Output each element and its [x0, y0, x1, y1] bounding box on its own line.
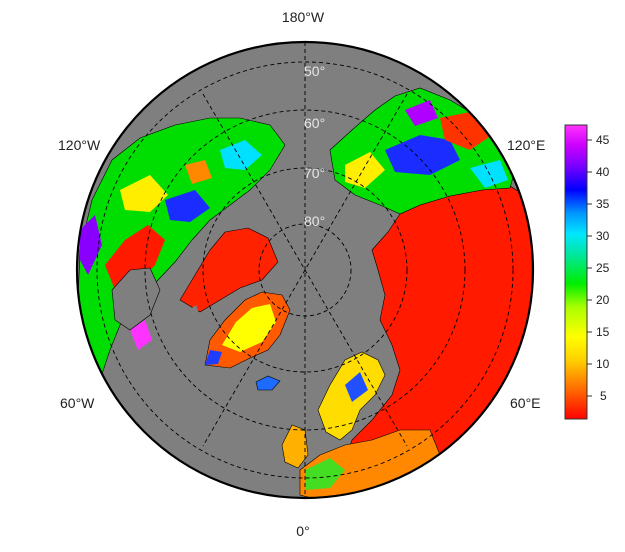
land-na-patch-orange	[185, 160, 212, 184]
lon-label-120e: 120°E	[507, 137, 545, 153]
map-rim	[75, 40, 535, 500]
parallel-60	[144, 109, 466, 431]
cb-label: 25	[596, 261, 610, 275]
cb-label: 40	[596, 165, 610, 179]
lon-label-0: 0°	[296, 523, 309, 539]
land-na-patch-cyan	[220, 140, 262, 170]
lat-label-80: 80°	[304, 213, 325, 229]
lat-label-50: 50°	[304, 63, 325, 79]
land-europe-patch-green	[305, 458, 345, 490]
cb-label: 35	[596, 197, 610, 211]
graticule	[96, 42, 514, 498]
land-na-patch-blue	[165, 190, 210, 222]
land-na-patch-yellow	[120, 175, 168, 212]
lat-label-70: 70°	[304, 165, 325, 181]
cb-label: 15	[596, 325, 610, 339]
lon-label-60w: 60°W	[60, 395, 95, 411]
latitude-labels: 50° 60° 70° 80°	[304, 63, 325, 229]
land-na-patch-purple	[80, 215, 102, 275]
land-greenland-edge-blue	[205, 350, 222, 365]
lon-label-60e: 60°E	[510, 395, 541, 411]
colorbar-labels: 45 40 35 30 25 20 15 10 5	[596, 133, 610, 403]
cb-label: 5	[600, 389, 607, 403]
cb-label: 20	[596, 293, 610, 307]
colorbar-gradient	[564, 124, 588, 420]
land-iceland	[255, 375, 281, 391]
land-greenland-interior	[222, 304, 276, 352]
lon-label-180w: 180°W	[282, 9, 325, 25]
lat-label-60: 60°	[304, 115, 325, 131]
hudson-bay	[111, 267, 161, 331]
land-na-patch-red	[105, 225, 165, 290]
land-british-isles	[281, 424, 309, 469]
land-north-america	[77, 117, 286, 381]
land-scandinavia-patch-blue	[345, 372, 368, 402]
land-far-east-patch-magenta	[405, 100, 438, 126]
meridian-120	[202, 93, 408, 447]
parallel-50	[96, 61, 514, 479]
land-far-east-patch-cyan	[470, 160, 508, 188]
land-na-patch-magenta	[130, 320, 152, 350]
cb-label: 10	[596, 357, 610, 371]
cb-label: 45	[596, 133, 610, 147]
land-far-east-patch-blue	[385, 135, 460, 175]
land-arctic-archipelago	[179, 227, 279, 313]
cb-label: 30	[596, 229, 610, 243]
colorbar-ticks	[587, 139, 592, 397]
longitude-labels: 180°W 0° 120°W 120°E 60°W 60°E	[58, 9, 545, 539]
map-disc	[77, 42, 533, 498]
land-far-east-patch-yellow	[345, 152, 385, 188]
baffin-bay	[178, 305, 205, 360]
lon-label-120w: 120°W	[58, 137, 101, 153]
